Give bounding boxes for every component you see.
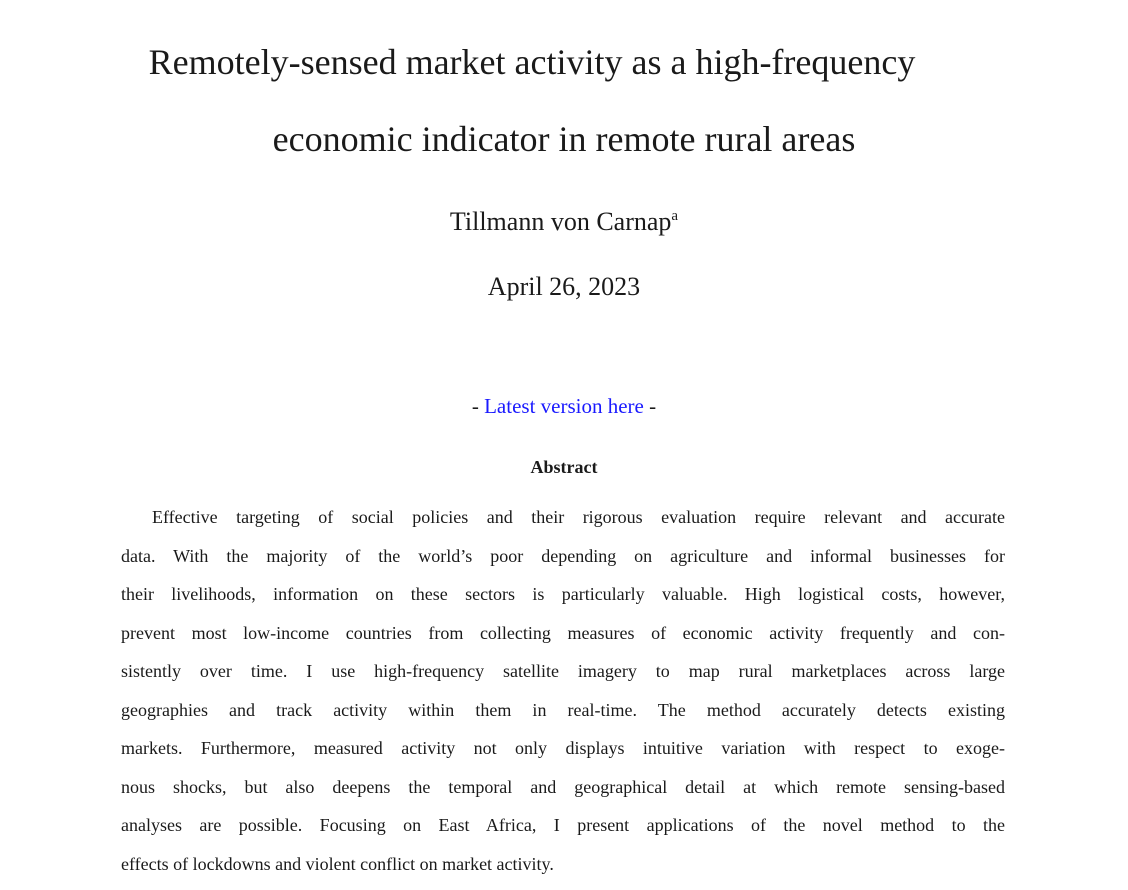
latest-version-link[interactable]: Latest version here (484, 394, 644, 418)
author: Tillmann von Carnapa (0, 209, 1128, 235)
abstract-line: data. With the majority of the world’s p… (121, 544, 1005, 583)
version-suffix: - (644, 394, 656, 418)
paper-title-line-1: Remotely-sensed market activity as a hig… (0, 44, 1096, 80)
latest-version-line: - Latest version here - (0, 396, 1128, 417)
abstract-line: geographies and track activity within th… (121, 698, 1005, 737)
author-name: Tillmann von Carnap (450, 207, 671, 236)
abstract-line: nous shocks, but also deepens the tempor… (121, 775, 1005, 814)
abstract-line: their livelihoods, information on these … (121, 582, 1005, 621)
publication-date: April 26, 2023 (0, 274, 1128, 300)
abstract-heading: Abstract (0, 458, 1128, 476)
abstract-line: prevent most low-income countries from c… (121, 621, 1005, 660)
author-affiliation-mark: a (671, 208, 678, 224)
abstract-line: markets. Furthermore, measured activity … (121, 736, 1005, 775)
paper-title-line-2: economic indicator in remote rural areas (0, 121, 1128, 157)
abstract-line: Effective targeting of social policies a… (121, 505, 1005, 544)
abstract-line: sistently over time. I use high-frequenc… (121, 659, 1005, 698)
abstract-line: effects of lockdowns and violent conflic… (121, 852, 1005, 890)
abstract-line: analyses are possible. Focusing on East … (121, 813, 1005, 852)
abstract-body: Effective targeting of social policies a… (121, 505, 1005, 890)
version-prefix: - (472, 394, 484, 418)
